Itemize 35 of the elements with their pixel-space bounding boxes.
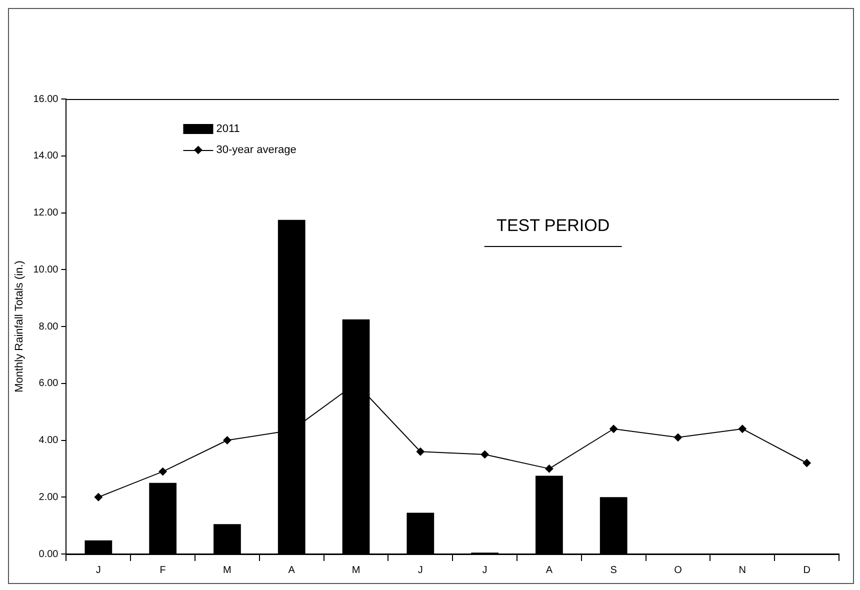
x-tick-label: F bbox=[160, 564, 166, 576]
point bbox=[480, 450, 489, 458]
x-tick-label: J bbox=[418, 564, 423, 576]
y-tick-label: 4.00 bbox=[38, 435, 59, 446]
x-tick-label: A bbox=[546, 564, 553, 576]
point bbox=[802, 459, 811, 467]
y-tick-label: 12.00 bbox=[33, 208, 59, 218]
point bbox=[416, 448, 424, 456]
x-tick-label: J bbox=[482, 564, 488, 576]
y-tick-label: 2.00 bbox=[38, 492, 59, 503]
point bbox=[674, 433, 682, 442]
x-tick-label: J bbox=[96, 564, 101, 576]
point bbox=[223, 436, 232, 444]
x-tick-label: M bbox=[223, 564, 232, 576]
y-axis-title: Monthly Rainfall Totals (in.) bbox=[14, 260, 26, 392]
y-tick-label: 0.00 bbox=[38, 548, 59, 560]
x-tick-label: M bbox=[352, 564, 360, 576]
y-tick-label: 10.00 bbox=[33, 264, 59, 276]
point bbox=[545, 464, 554, 473]
point bbox=[158, 468, 167, 476]
x-tick-label: A bbox=[288, 564, 296, 576]
point bbox=[610, 424, 618, 433]
x-tick-label: S bbox=[610, 564, 618, 576]
y-tick-label: 16.00 bbox=[33, 94, 59, 105]
annotation: TEST PERIOD bbox=[496, 216, 610, 235]
point bbox=[94, 493, 102, 502]
x-tick-label: O bbox=[674, 564, 682, 576]
x-tick-label: N bbox=[738, 564, 746, 576]
y-tick-label: 6.00 bbox=[38, 378, 59, 390]
x-tick-label: D bbox=[803, 564, 810, 576]
legend-label: 2011 bbox=[216, 123, 240, 136]
legend-label: 30-year average bbox=[216, 144, 296, 156]
y-tick-label: 14.00 bbox=[33, 150, 59, 162]
y-tick-label: 8.00 bbox=[38, 321, 59, 332]
point bbox=[738, 424, 746, 433]
